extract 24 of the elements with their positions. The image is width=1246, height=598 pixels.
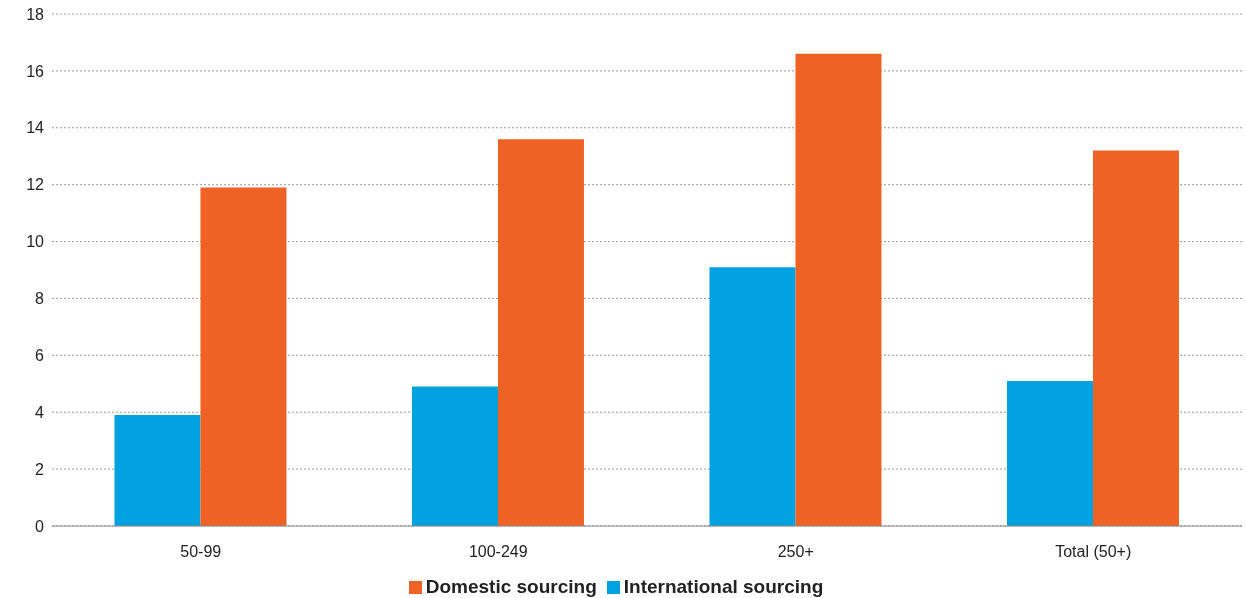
x-tick-label: 50-99 xyxy=(180,543,222,561)
y-tick-label: 10 xyxy=(26,233,45,251)
y-tick-label: 18 xyxy=(26,5,45,23)
x-tick-label: Total (50+) xyxy=(1055,543,1132,561)
y-tick-label: 0 xyxy=(35,517,45,535)
y-tick-label: 6 xyxy=(35,347,45,365)
bar xyxy=(795,53,882,526)
y-tick-label: 4 xyxy=(35,403,45,421)
y-tick-label: 16 xyxy=(26,62,45,80)
bar xyxy=(200,187,287,526)
legend-label: Domestic sourcing xyxy=(425,576,597,597)
y-tick-label: 8 xyxy=(35,290,45,308)
bar xyxy=(497,139,584,526)
y-tick-label: 14 xyxy=(26,119,45,137)
bar xyxy=(114,415,201,526)
x-tick-label: 250+ xyxy=(777,543,814,561)
bar xyxy=(411,386,498,526)
bar xyxy=(709,267,796,526)
legend-label: International sourcing xyxy=(623,576,824,597)
bar xyxy=(1092,150,1179,526)
y-tick-label: 2 xyxy=(35,460,45,478)
y-tick-label: 12 xyxy=(26,176,45,194)
bar xyxy=(1006,380,1093,526)
x-tick-label: 100-249 xyxy=(468,543,528,561)
